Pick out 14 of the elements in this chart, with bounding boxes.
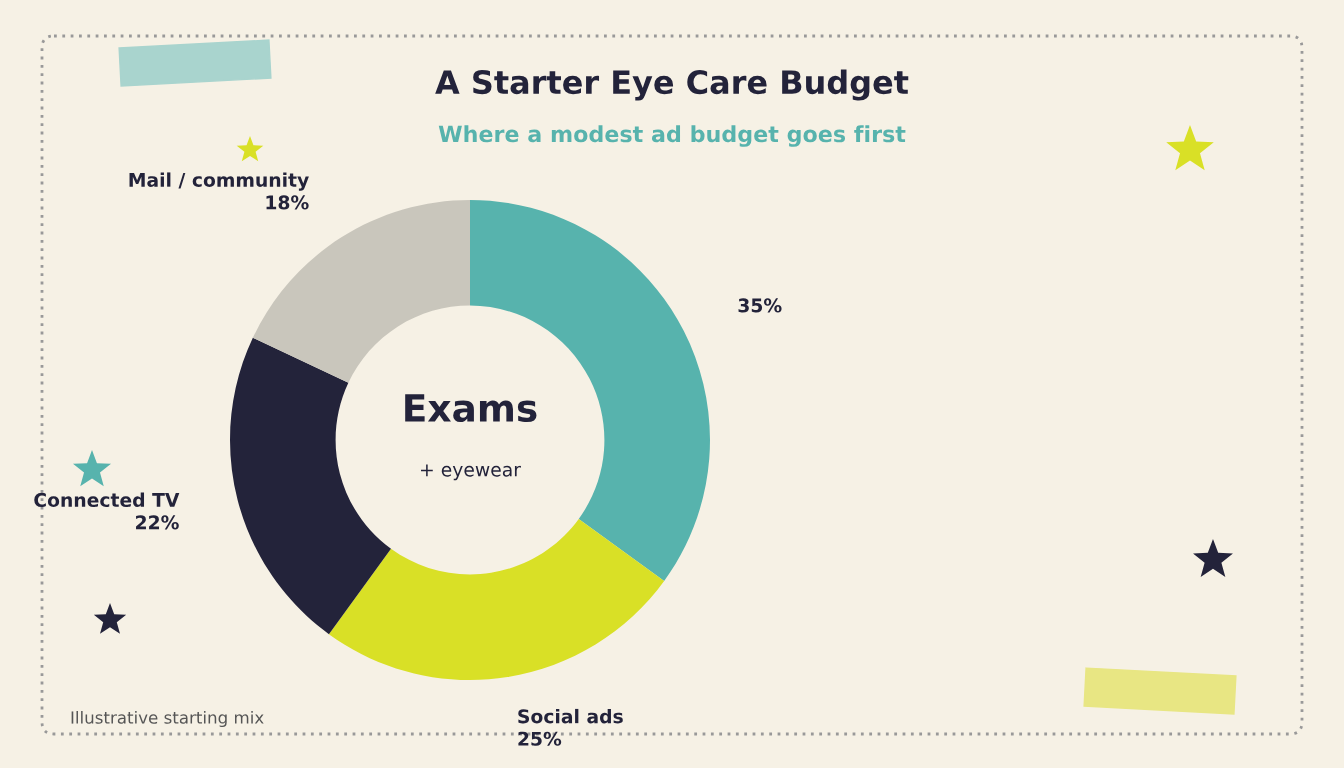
text: + eyewear — [421, 464, 521, 481]
chart-title: A Starter Eye Care Budget — [435, 69, 909, 101]
text: Exams — [405, 394, 537, 423]
data-label: 25% — [518, 731, 562, 746]
slice-label: Social ads — [518, 708, 623, 724]
data-label: 18% — [266, 195, 309, 210]
slice-label: Connected TV — [34, 492, 180, 508]
slice-label: Mail / community — [129, 172, 309, 191]
data-label: 22% — [136, 515, 179, 530]
chart-subtitle: Where a modest ad budget goes first — [438, 125, 906, 147]
text: Illustrative starting mix — [71, 710, 264, 728]
donut-slice — [230, 337, 391, 635]
data-label: 35% — [738, 298, 782, 313]
donut-slice — [328, 519, 665, 680]
